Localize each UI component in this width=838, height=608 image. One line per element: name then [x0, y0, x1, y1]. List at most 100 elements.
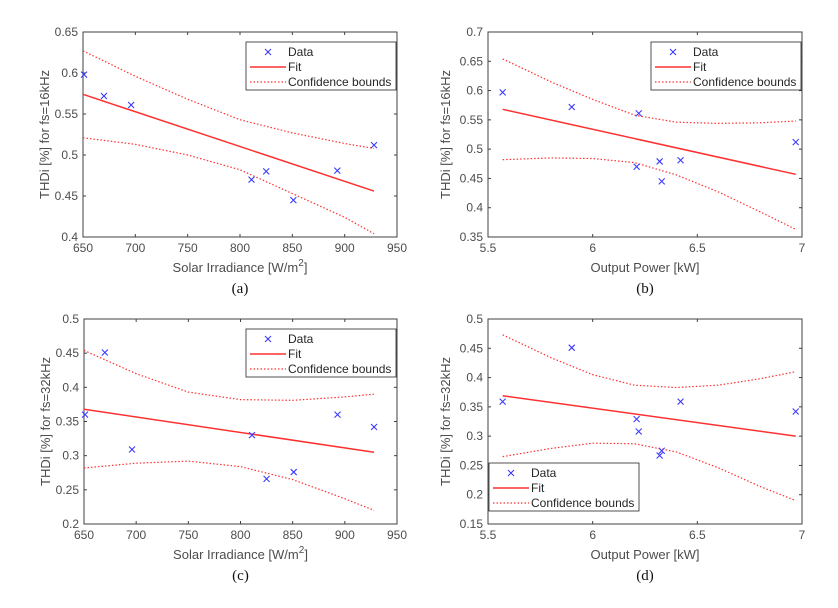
y-tick-label: 0.4	[466, 371, 483, 385]
legend-label: Confidence bounds	[288, 75, 391, 89]
data-marker-stroke	[635, 428, 643, 435]
x-tick-label: 750	[178, 528, 198, 542]
panel-caption: (a)	[232, 281, 249, 297]
data-point	[656, 452, 664, 459]
data-point	[333, 167, 341, 174]
data-point	[656, 158, 664, 165]
subplot-b: 5.5 6 6.5 7 0.35 0.4 0.45 0.5 0.55 0.6 0.65 0.7 Outp…	[438, 25, 806, 297]
lower-confidence-bound	[82, 137, 375, 235]
data-marker-stroke	[792, 138, 800, 146]
y-axis-label: THDi [%] for fs=16kHz	[37, 70, 52, 199]
y-axis-label: THDi [%] for fs=32kHz	[38, 357, 53, 486]
fit-line	[502, 394, 796, 437]
legend-label: Confidence bounds	[531, 496, 634, 510]
legend-data-marker	[264, 335, 272, 343]
x-tick-label: 800	[230, 241, 250, 255]
data-point	[289, 196, 297, 204]
data-marker-stroke	[290, 468, 298, 476]
legend-label: Confidence bounds	[693, 75, 796, 89]
legend-label: Fit	[288, 347, 302, 361]
lower-confidence-bound	[502, 157, 796, 230]
y-tick-label: 0.55	[55, 107, 79, 121]
x-axis-label: Output Power [kW]	[590, 260, 699, 275]
fit-line	[82, 93, 375, 192]
panel-caption: (d)	[636, 568, 654, 584]
y-tick-label: 0.25	[460, 458, 484, 472]
data-marker-stroke	[370, 141, 378, 149]
upper-confidence-bound	[82, 50, 375, 150]
data-marker-stroke	[499, 88, 507, 96]
data-marker-stroke	[568, 344, 576, 352]
y-tick-label: 0.7	[466, 25, 483, 39]
y-tick-label: 0.3	[466, 429, 483, 443]
data-point	[792, 138, 800, 146]
x-axis-label: Output Power [kW]	[590, 547, 699, 562]
data-point	[499, 398, 507, 405]
x-tick-label: 6	[589, 241, 596, 255]
y-axis-label: THDi [%] for fs=32kHz	[438, 357, 453, 486]
data-point	[568, 344, 576, 352]
data-point	[635, 110, 643, 117]
x-tick-label: 6.5	[689, 241, 706, 255]
legend-data-marker	[264, 48, 272, 56]
data-point	[658, 177, 666, 185]
data-marker-stroke	[248, 431, 256, 439]
y-tick-label: 0.35	[460, 230, 484, 244]
y-tick-label: 0.55	[460, 113, 484, 127]
data-marker-stroke	[333, 167, 341, 174]
data-marker-stroke	[80, 71, 88, 79]
y-tick-label: 0.5	[61, 148, 78, 162]
legend-label: Fit	[288, 60, 302, 74]
x-tick-label: 950	[387, 241, 407, 255]
data-point	[370, 423, 378, 431]
data-point	[101, 349, 109, 356]
data-marker-stroke	[263, 475, 270, 483]
data-marker-stroke	[370, 423, 378, 431]
data-marker-stroke	[656, 452, 664, 459]
data-point	[248, 176, 255, 183]
data-point	[334, 411, 341, 419]
y-tick-label: 0.25	[56, 483, 80, 497]
data-point	[80, 71, 88, 79]
y-tick-label: 0.5	[466, 312, 483, 326]
x-tick-label: 6	[589, 528, 596, 542]
y-tick-label: 0.45	[460, 341, 484, 355]
x-tick-label: 5.5	[480, 528, 497, 542]
data-marker-stroke	[262, 168, 270, 175]
data-point	[635, 428, 643, 435]
subplot-d: 5.5 6 6.5 7 0.15 0.2 0.25 0.3 0.35 0.4 0.45 0.5 Outp…	[438, 312, 806, 584]
upper-confidence-bound	[502, 58, 796, 124]
y-tick-label: 0.35	[56, 415, 80, 429]
x-axis-label: Solar Irradiance [W/m2]	[173, 545, 308, 562]
legend-label: Fit	[693, 60, 707, 74]
subplot-a: 650 700 750 800 850 900 950 0.4 0.45 0.5 0.55 0.6 0.…	[37, 25, 407, 297]
data-marker-stroke	[128, 446, 136, 453]
data-point	[262, 168, 270, 175]
legend-data-marker	[507, 469, 515, 477]
data-point	[658, 447, 666, 455]
x-tick-label: 700	[125, 241, 145, 255]
x-tick-label: 900	[335, 241, 355, 255]
data-marker-stroke	[658, 447, 666, 455]
y-axis-label: THDi [%] for fs=16kHz	[438, 70, 453, 199]
x-tick-label: 800	[230, 528, 250, 542]
data-point	[792, 408, 800, 415]
y-tick-label: 0.3	[62, 449, 79, 463]
fit-line	[83, 408, 375, 453]
data-marker-stroke	[499, 398, 507, 405]
x-tick-label: 7	[799, 528, 806, 542]
y-tick-label: 0.4	[466, 201, 483, 215]
x-tick-label: 700	[126, 528, 146, 542]
y-tick-label: 0.4	[61, 230, 78, 244]
data-marker-stroke	[677, 156, 684, 164]
data-marker-stroke	[677, 398, 684, 405]
data-marker-stroke	[334, 411, 341, 419]
data-point	[81, 411, 89, 419]
y-tick-label: 0.5	[466, 142, 483, 156]
x-tick-label: 750	[178, 241, 198, 255]
panel-caption: (c)	[232, 568, 249, 584]
data-marker-stroke	[656, 158, 664, 165]
upper-confidence-bound	[83, 349, 375, 401]
fit-line	[502, 108, 796, 176]
